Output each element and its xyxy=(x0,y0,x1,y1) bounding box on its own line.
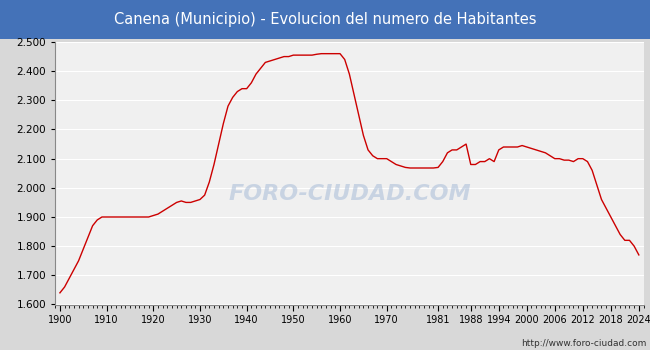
Text: Canena (Municipio) - Evolucion del numero de Habitantes: Canena (Municipio) - Evolucion del numer… xyxy=(114,12,536,27)
Text: http://www.foro-ciudad.com: http://www.foro-ciudad.com xyxy=(521,339,647,348)
Text: FORO-CIUDAD.COM: FORO-CIUDAD.COM xyxy=(228,184,471,204)
